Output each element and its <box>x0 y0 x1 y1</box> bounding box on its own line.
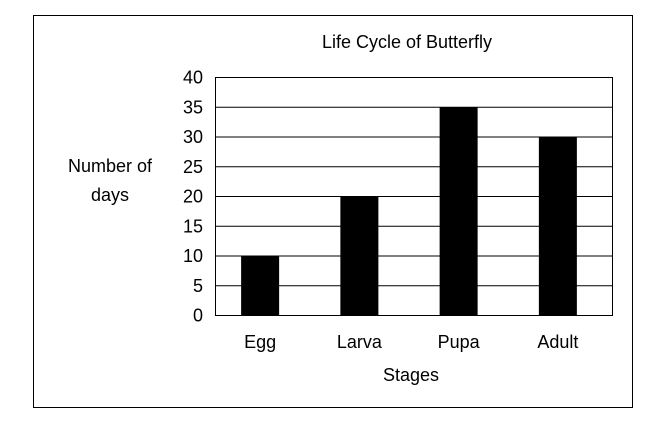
bar-egg <box>241 256 280 316</box>
bar-larva <box>340 196 379 316</box>
chart-frame <box>33 15 633 408</box>
y-tick-label: 25 <box>183 157 203 177</box>
y-axis-title: Number of days <box>68 156 153 205</box>
y-tick-label: 20 <box>183 187 203 207</box>
bar-pupa <box>439 107 478 316</box>
y-tick-labels: 0 5 10 15 20 25 30 35 40 <box>183 68 203 326</box>
x-tick-labels: Egg Larva Pupa Adult <box>244 332 578 352</box>
x-tick-label: Larva <box>337 332 383 352</box>
y-tick-label: 30 <box>183 127 203 147</box>
bar-adult <box>538 137 577 316</box>
y-tick-label: 15 <box>183 216 203 236</box>
y-axis-title-line-1: Number of <box>68 156 153 176</box>
bars <box>241 107 577 316</box>
x-axis-title: Stages <box>383 365 439 385</box>
y-tick-label: 35 <box>183 97 203 117</box>
chart-title: Life Cycle of Butterfly <box>322 32 492 52</box>
x-tick-label: Pupa <box>438 332 481 352</box>
y-tick-label: 0 <box>193 306 203 326</box>
y-tick-label: 5 <box>193 276 203 296</box>
y-tick-label: 10 <box>183 246 203 266</box>
x-tick-label: Adult <box>537 332 578 352</box>
plot-area-border <box>215 77 613 316</box>
x-tick-label: Egg <box>244 332 276 352</box>
y-tick-label: 40 <box>183 68 203 88</box>
y-axis-title-line-2: days <box>91 185 129 205</box>
